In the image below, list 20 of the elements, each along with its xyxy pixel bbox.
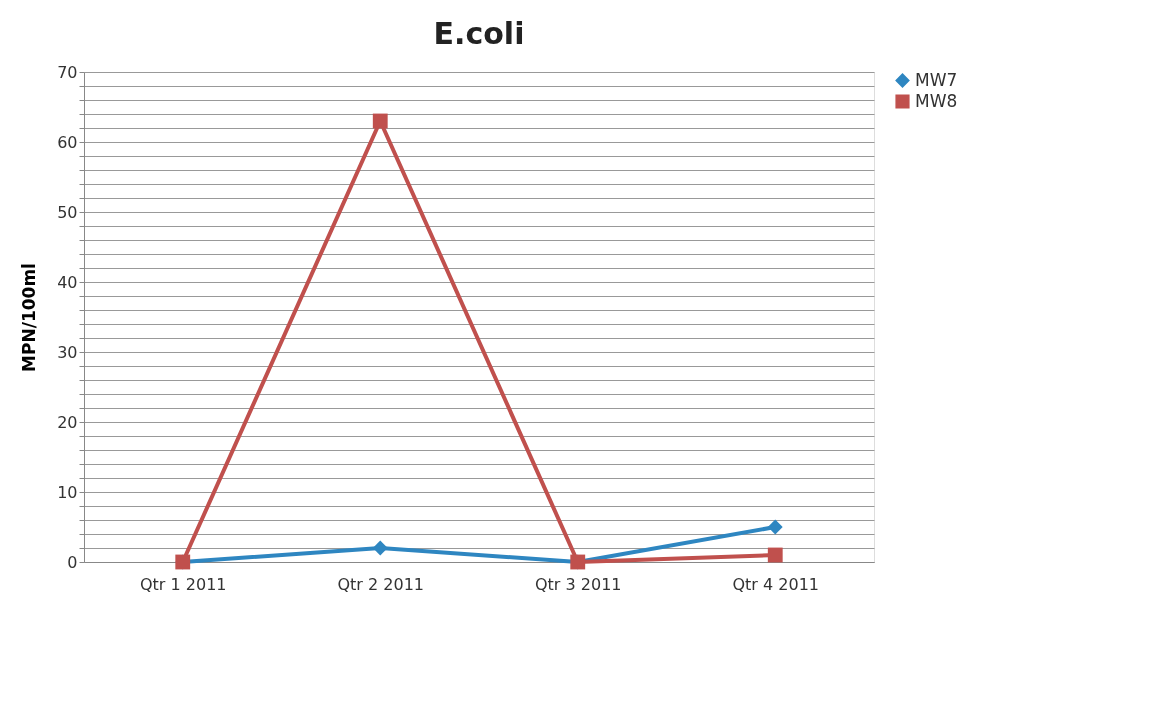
- y-axis-title: MPN/100ml: [19, 263, 40, 372]
- y-tick-label: 70: [57, 62, 78, 82]
- y-tick-label: 20: [57, 412, 78, 432]
- x-tick-label: Qtr 2 2011: [337, 574, 425, 594]
- legend-label: MW8: [915, 90, 958, 111]
- point: [372, 540, 388, 556]
- y-tick-label: 10: [57, 482, 78, 502]
- y-tick-label: 30: [57, 342, 78, 362]
- x-tick-label: Qtr 3 2011: [534, 574, 622, 594]
- y-tick-label: 40: [57, 272, 78, 292]
- legend-label: MW7: [915, 69, 958, 90]
- chart-title: E.coli: [433, 16, 525, 51]
- y-tick-label: 60: [57, 132, 78, 152]
- y-tick-label: 50: [57, 202, 78, 222]
- point: [372, 113, 388, 129]
- x-tick-label: Qtr 4 2011: [732, 574, 820, 594]
- y-tick-label: 0: [67, 552, 78, 572]
- point: [767, 519, 783, 535]
- x-tick-label: Qtr 1 2011: [139, 574, 227, 594]
- point: [767, 547, 783, 563]
